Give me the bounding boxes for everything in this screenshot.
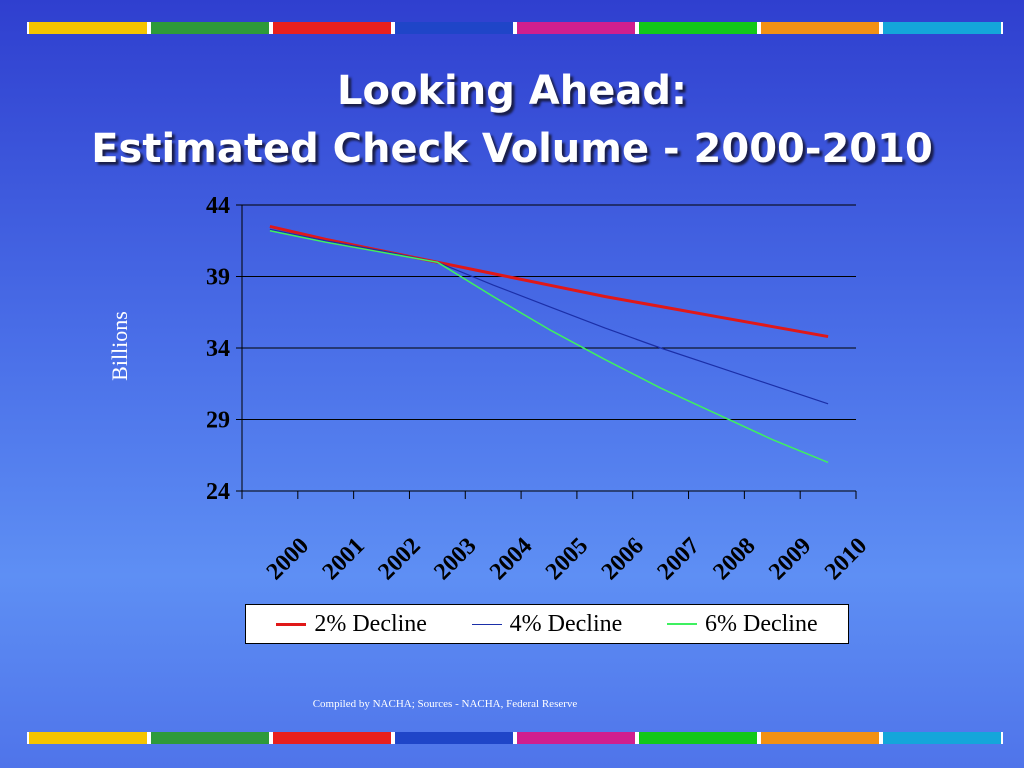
y-tick-label: 29 bbox=[206, 408, 230, 434]
stripe-segment bbox=[637, 732, 759, 744]
stripe-segment bbox=[271, 22, 393, 34]
series-line bbox=[269, 230, 829, 464]
legend-label: 2% Decline bbox=[314, 610, 427, 637]
x-tick-label: 2004 bbox=[485, 533, 537, 585]
stripe-segment bbox=[393, 732, 515, 744]
title-line-1: Looking Ahead: bbox=[337, 68, 687, 114]
stripe-segment bbox=[515, 732, 637, 744]
stripe-segment bbox=[27, 22, 149, 34]
stripe-segment bbox=[149, 22, 271, 34]
source-footnote: Compiled by NACHA; Sources - NACHA, Fede… bbox=[312, 698, 578, 710]
legend-swatch bbox=[276, 622, 307, 626]
y-tick-label: 24 bbox=[206, 479, 230, 505]
series-line bbox=[269, 224, 829, 339]
stripe-segment bbox=[149, 732, 271, 744]
y-tick-label: 44 bbox=[206, 193, 230, 219]
x-tick-label: 2001 bbox=[318, 533, 370, 585]
legend-swatch bbox=[471, 623, 502, 625]
legend-item: 6% Decline bbox=[667, 611, 818, 638]
title-line-2: Estimated Check Volume - 2000-2010 bbox=[91, 126, 933, 172]
stripe-segment bbox=[27, 732, 149, 744]
legend-item: 2% Decline bbox=[276, 611, 427, 638]
x-tick-label: 2002 bbox=[373, 533, 425, 585]
x-tick-label: 2007 bbox=[652, 533, 704, 585]
stripe-segment bbox=[515, 22, 637, 34]
legend-label: 4% Decline bbox=[509, 610, 623, 637]
y-tick-label: 39 bbox=[206, 265, 230, 291]
slide-title: Looking Ahead: Estimated Check Volume - … bbox=[0, 62, 1024, 178]
stripe-segment bbox=[271, 732, 393, 744]
y-tick-label: 34 bbox=[206, 336, 230, 362]
stripe-segment bbox=[881, 732, 1003, 744]
stripe-segment bbox=[759, 22, 881, 34]
stripe-segment bbox=[759, 732, 881, 744]
x-tick-label: 2009 bbox=[764, 533, 816, 585]
stripe-segment bbox=[881, 22, 1003, 34]
x-tick-label: 2008 bbox=[708, 533, 760, 585]
x-tick-label: 2000 bbox=[262, 533, 314, 585]
legend-item: 4% Decline bbox=[471, 610, 623, 638]
legend-label: 6% Decline bbox=[705, 610, 818, 637]
x-tick-label: 2003 bbox=[429, 533, 481, 585]
x-tick-label: 2006 bbox=[597, 533, 649, 585]
bottom-color-stripe bbox=[27, 732, 1003, 744]
top-color-stripe bbox=[27, 22, 1003, 34]
stripe-segment bbox=[393, 22, 515, 34]
x-tick-label: 2005 bbox=[541, 533, 593, 585]
x-tick-label: 2010 bbox=[820, 533, 872, 585]
y-axis-label: Billions bbox=[107, 311, 132, 381]
stripe-segment bbox=[637, 22, 759, 34]
legend-swatch bbox=[667, 623, 697, 625]
chart-legend: 2% Decline 4% Decline 6% Decline bbox=[245, 604, 849, 644]
series-line bbox=[269, 228, 829, 405]
